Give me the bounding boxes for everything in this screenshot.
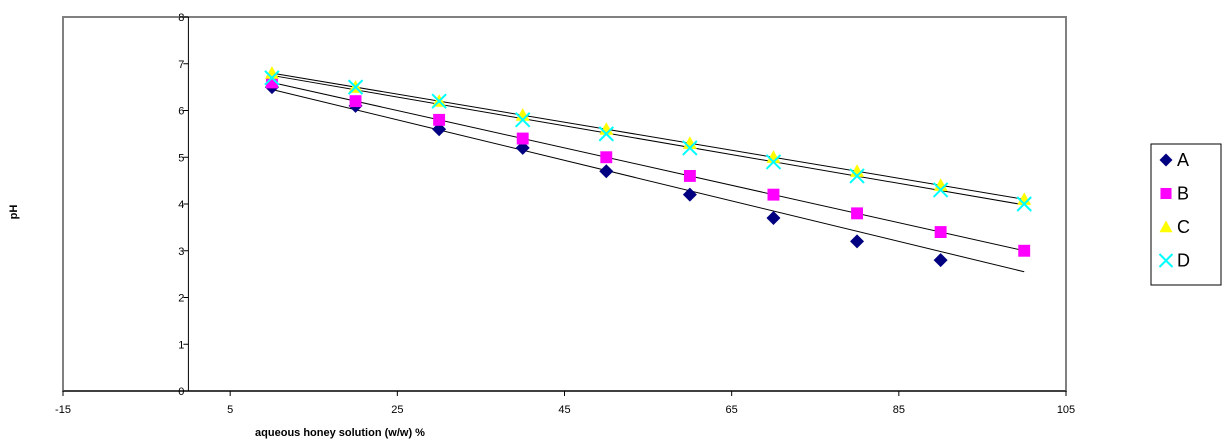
data-point-b <box>767 188 780 201</box>
legend-marker-d <box>1158 253 1174 268</box>
data-point-a <box>933 253 948 268</box>
data-points <box>264 66 1032 268</box>
trendline-a <box>271 88 1025 273</box>
y-tick-label: 0 <box>178 386 184 398</box>
data-point-b <box>516 132 529 145</box>
x-tick-label: 85 <box>893 404 905 416</box>
x-tick-label: 105 <box>1057 404 1075 416</box>
legend-marker-a <box>1159 153 1173 167</box>
data-point-d <box>682 140 698 156</box>
data-point-a <box>766 211 781 226</box>
data-point-b <box>851 207 863 220</box>
data-point-d <box>264 70 280 86</box>
y-tick-label: 1 <box>178 339 184 351</box>
series-d <box>264 70 1032 212</box>
y-tick-label: 3 <box>178 246 184 258</box>
legend-label-a: A <box>1177 150 1189 170</box>
data-point-b <box>600 151 613 164</box>
plot-area <box>62 16 1067 392</box>
legend-marker-b <box>1160 187 1172 200</box>
y-tick-label: 4 <box>178 199 184 211</box>
data-point-d <box>932 182 949 198</box>
data-point-a <box>682 187 697 202</box>
series-b <box>266 76 1031 257</box>
y-tick-label: 7 <box>178 59 184 71</box>
data-point-d <box>1016 196 1032 212</box>
trendline-c <box>271 72 1025 200</box>
y-tick-label: 5 <box>178 152 184 164</box>
legend-box <box>1150 143 1222 286</box>
data-point-b <box>934 226 947 238</box>
legend-label-c: C <box>1177 217 1190 237</box>
data-point-b <box>1018 244 1031 257</box>
y-tick-label: 2 <box>178 293 184 305</box>
data-point-d <box>431 93 447 109</box>
data-point-a <box>599 164 614 179</box>
trendline-b <box>271 81 1025 252</box>
x-axis-title: aqueous honey solution (w/w) % <box>255 427 425 439</box>
y-tick-label: 8 <box>178 12 184 24</box>
data-point-b <box>349 95 362 108</box>
x-tick-label: 65 <box>726 404 738 416</box>
trendline-d <box>271 74 1025 206</box>
data-point-b <box>433 113 446 126</box>
data-point-d <box>765 154 782 170</box>
y-tick-label: 6 <box>178 106 184 118</box>
data-point-d <box>849 168 865 184</box>
x-tick-label: -15 <box>55 404 71 416</box>
trendlines <box>271 72 1025 273</box>
x-tick-label: 45 <box>558 404 570 416</box>
x-tick-label: 5 <box>227 404 233 416</box>
legend-label-d: D <box>1177 251 1190 271</box>
data-point-b <box>266 76 278 89</box>
data-point-b <box>683 170 696 182</box>
legend-label-b: B <box>1177 184 1189 204</box>
data-point-a <box>850 234 865 249</box>
data-point-d <box>598 126 614 142</box>
y-axis-title: pH <box>8 205 20 220</box>
legend-marker-c <box>1159 220 1173 233</box>
x-tick-label: 25 <box>391 404 403 416</box>
data-point-d <box>515 112 531 128</box>
data-point-d <box>347 79 364 95</box>
